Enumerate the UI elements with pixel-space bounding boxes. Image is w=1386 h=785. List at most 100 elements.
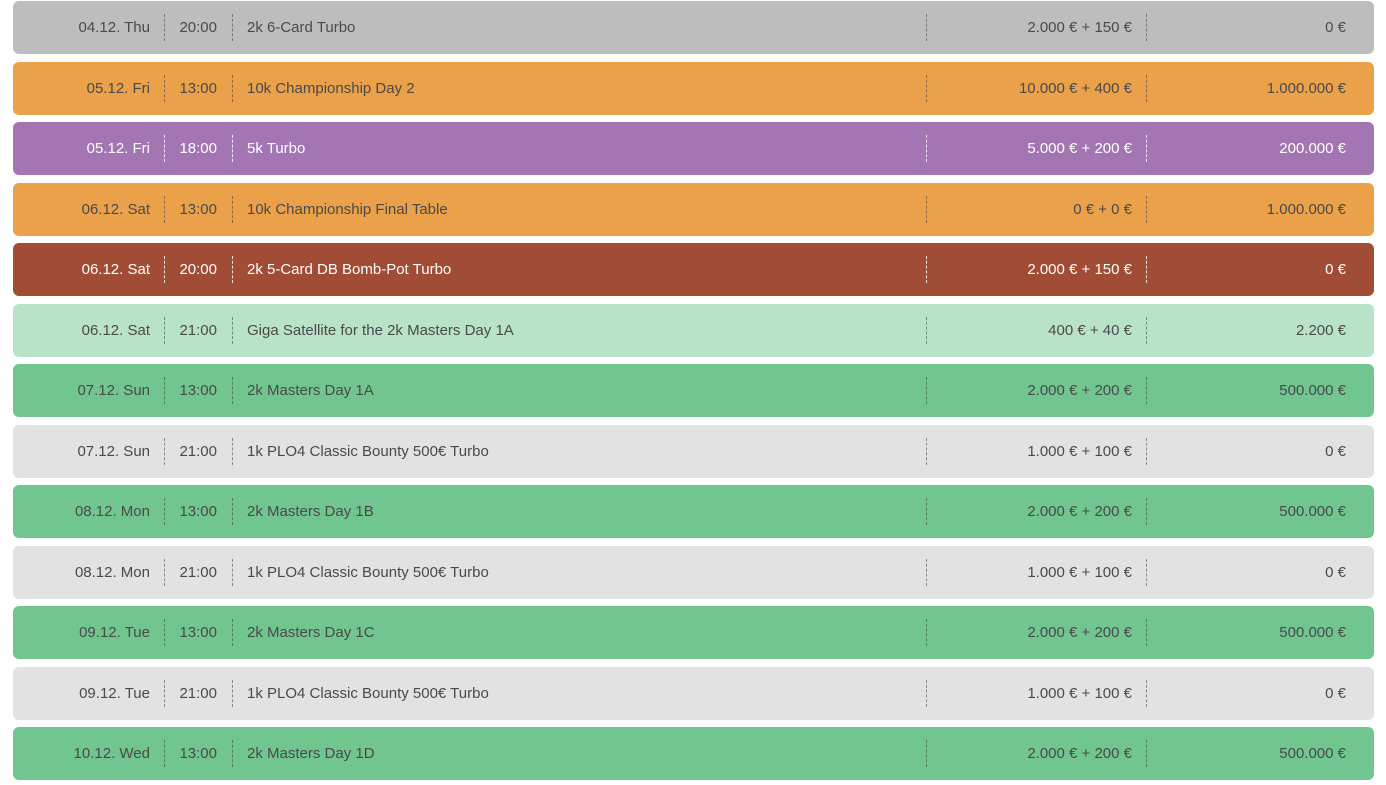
column-divider xyxy=(926,14,927,41)
column-divider xyxy=(232,680,233,707)
row-time: 13:00 xyxy=(179,80,217,97)
column-divider xyxy=(232,256,233,283)
column-divider xyxy=(232,135,233,162)
column-divider xyxy=(164,438,165,465)
tournament-row[interactable]: 07.12. Sun 13:00 2k Masters Day 1A 2.000… xyxy=(13,364,1374,417)
tournament-row[interactable]: 05.12. Fri 18:00 5k Turbo 5.000 € + 200 … xyxy=(13,122,1374,175)
column-divider xyxy=(926,317,927,344)
row-tournament-name: Giga Satellite for the 2k Masters Day 1A xyxy=(247,322,514,339)
row-buyin: 2.000 € + 200 € xyxy=(1027,745,1132,762)
row-buyin: 1.000 € + 100 € xyxy=(1027,443,1132,460)
row-date: 07.12. Sun xyxy=(77,382,150,399)
row-buyin: 2.000 € + 200 € xyxy=(1027,382,1132,399)
row-guarantee: 500.000 € xyxy=(1279,745,1346,762)
row-date: 09.12. Tue xyxy=(79,624,150,641)
column-divider xyxy=(232,75,233,102)
column-divider xyxy=(232,196,233,223)
column-divider xyxy=(232,14,233,41)
row-time: 13:00 xyxy=(179,745,217,762)
row-date: 07.12. Sun xyxy=(77,443,150,460)
tournament-row[interactable]: 04.12. Thu 20:00 2k 6-Card Turbo 2.000 €… xyxy=(13,1,1374,54)
row-tournament-name: 2k Masters Day 1D xyxy=(247,745,375,762)
column-divider xyxy=(926,135,927,162)
row-guarantee: 500.000 € xyxy=(1279,503,1346,520)
column-divider xyxy=(926,559,927,586)
row-guarantee: 0 € xyxy=(1325,564,1346,581)
column-divider xyxy=(926,740,927,767)
row-tournament-name: 10k Championship Final Table xyxy=(247,201,448,218)
row-tournament-name: 1k PLO4 Classic Bounty 500€ Turbo xyxy=(247,685,489,702)
row-time: 13:00 xyxy=(179,201,217,218)
row-tournament-name: 2k Masters Day 1B xyxy=(247,503,374,520)
row-time: 21:00 xyxy=(179,443,217,460)
column-divider xyxy=(164,14,165,41)
row-date: 08.12. Mon xyxy=(74,564,150,581)
column-divider xyxy=(926,377,927,404)
tournament-row[interactable]: 05.12. Fri 13:00 10k Championship Day 2 … xyxy=(13,62,1374,115)
row-tournament-name: 2k 6-Card Turbo xyxy=(247,19,356,36)
tournament-row[interactable]: 09.12. Tue 13:00 2k Masters Day 1C 2.000… xyxy=(13,606,1374,659)
row-tournament-name: 2k Masters Day 1A xyxy=(247,382,374,399)
row-buyin: 2.000 € + 200 € xyxy=(1027,624,1132,641)
row-guarantee: 200.000 € xyxy=(1279,140,1346,157)
row-buyin: 2.000 € + 150 € xyxy=(1027,261,1132,278)
column-divider xyxy=(926,619,927,646)
column-divider xyxy=(926,256,927,283)
column-divider xyxy=(926,196,927,223)
row-buyin: 5.000 € + 200 € xyxy=(1027,140,1132,157)
row-time: 21:00 xyxy=(179,685,217,702)
column-divider xyxy=(232,498,233,525)
row-time: 13:00 xyxy=(179,503,217,520)
row-time: 13:00 xyxy=(179,382,217,399)
tournament-row[interactable]: 09.12. Tue 21:00 1k PLO4 Classic Bounty … xyxy=(13,667,1374,720)
tournament-row[interactable]: 06.12. Sat 13:00 10k Championship Final … xyxy=(13,183,1374,236)
tournament-row[interactable]: 08.12. Mon 13:00 2k Masters Day 1B 2.000… xyxy=(13,485,1374,538)
row-buyin: 2.000 € + 200 € xyxy=(1027,503,1132,520)
tournament-row[interactable]: 08.12. Mon 21:00 1k PLO4 Classic Bounty … xyxy=(13,546,1374,599)
tournament-row[interactable]: 06.12. Sat 21:00 Giga Satellite for the … xyxy=(13,304,1374,357)
column-divider xyxy=(232,438,233,465)
column-divider xyxy=(164,619,165,646)
row-date: 06.12. Sat xyxy=(81,261,150,278)
row-tournament-name: 10k Championship Day 2 xyxy=(247,80,415,97)
row-buyin: 0 € + 0 € xyxy=(1073,201,1132,218)
column-divider xyxy=(926,498,927,525)
row-tournament-name: 2k Masters Day 1C xyxy=(247,624,375,641)
column-divider xyxy=(1146,498,1147,525)
row-buyin: 400 € + 40 € xyxy=(1048,322,1132,339)
column-divider xyxy=(232,317,233,344)
row-guarantee: 500.000 € xyxy=(1279,624,1346,641)
column-divider xyxy=(1146,256,1147,283)
column-divider xyxy=(232,377,233,404)
tournament-row[interactable]: 06.12. Sat 20:00 2k 5-Card DB Bomb-Pot T… xyxy=(13,243,1374,296)
row-tournament-name: 2k 5-Card DB Bomb-Pot Turbo xyxy=(247,261,452,278)
row-date: 05.12. Fri xyxy=(86,140,150,157)
column-divider xyxy=(164,377,165,404)
column-divider xyxy=(232,740,233,767)
column-divider xyxy=(926,438,927,465)
row-guarantee: 1.000.000 € xyxy=(1266,80,1346,97)
column-divider xyxy=(164,680,165,707)
row-time: 20:00 xyxy=(179,19,217,36)
row-date: 09.12. Tue xyxy=(79,685,150,702)
row-guarantee: 0 € xyxy=(1325,19,1346,36)
column-divider xyxy=(1146,740,1147,767)
row-time: 18:00 xyxy=(179,140,217,157)
row-time: 21:00 xyxy=(179,564,217,581)
column-divider xyxy=(926,75,927,102)
tournament-row[interactable]: 07.12. Sun 21:00 1k PLO4 Classic Bounty … xyxy=(13,425,1374,478)
row-time: 13:00 xyxy=(179,624,217,641)
column-divider xyxy=(1146,196,1147,223)
tournament-row[interactable]: 10.12. Wed 13:00 2k Masters Day 1D 2.000… xyxy=(13,727,1374,780)
row-guarantee: 2.200 € xyxy=(1295,322,1346,339)
row-tournament-name: 5k Turbo xyxy=(247,140,306,157)
column-divider xyxy=(232,619,233,646)
column-divider xyxy=(164,498,165,525)
row-buyin: 10.000 € + 400 € xyxy=(1018,80,1132,97)
row-date: 04.12. Thu xyxy=(78,19,150,36)
column-divider xyxy=(164,135,165,162)
column-divider xyxy=(1146,680,1147,707)
column-divider xyxy=(232,559,233,586)
row-date: 05.12. Fri xyxy=(86,80,150,97)
